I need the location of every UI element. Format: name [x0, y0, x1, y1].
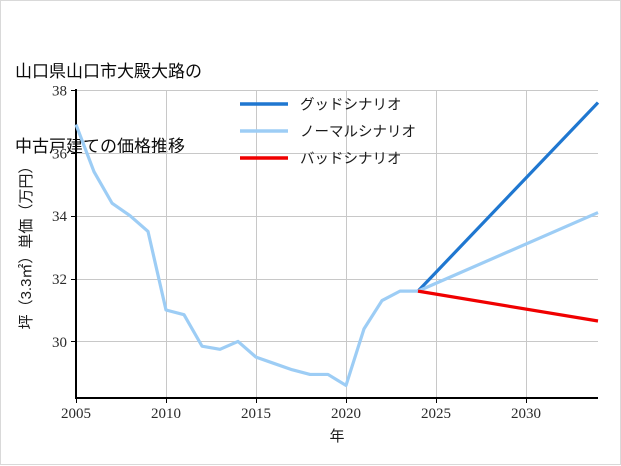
axes-layer	[74, 89, 598, 400]
series-line-バッドシナリオ	[417, 289, 599, 323]
y-tick-label: 34	[52, 209, 68, 225]
chart-title: 山口県山口市大殿大路の 中古戸建ての価格推移	[15, 9, 202, 209]
series-line-ノーマルシナリオ	[74, 123, 599, 388]
y-tick-label: 32	[52, 272, 67, 288]
legend-label-1: ノーマルシナリオ	[300, 125, 416, 141]
legend-label-2: バッドシナリオ	[300, 152, 402, 168]
tick-labels-layer: 30 32 34 36 38 2005 2010 2015 2020 2025 2030	[52, 84, 541, 423]
y-tick-label: 38	[52, 84, 67, 100]
x-tick-label: 2015	[241, 406, 271, 422]
axis-titles-layer: 年 坪（3.3㎡）単価（万円）	[18, 159, 345, 445]
series-line-グッドシナリオ	[416, 101, 600, 293]
x-tick-label: 2005	[61, 406, 91, 422]
legend-label-0: グッドシナリオ	[300, 97, 402, 114]
chart-title-line-1: 山口県山口市大殿大路の	[15, 62, 202, 81]
x-tick-label: 2010	[151, 406, 181, 422]
x-tick-label: 2025	[421, 406, 451, 422]
y-tick-label: 30	[52, 335, 67, 351]
x-tick-label: 2030	[511, 406, 541, 422]
series-layer	[74, 101, 600, 388]
y-axis-title: 坪（3.3㎡）単価（万円）	[18, 159, 35, 330]
x-axis-title: 年	[329, 428, 344, 445]
x-tick-label: 2020	[331, 406, 361, 422]
chart-title-line-2: 中古戸建ての価格推移	[15, 137, 185, 156]
y-tick-label: 36	[52, 146, 68, 162]
